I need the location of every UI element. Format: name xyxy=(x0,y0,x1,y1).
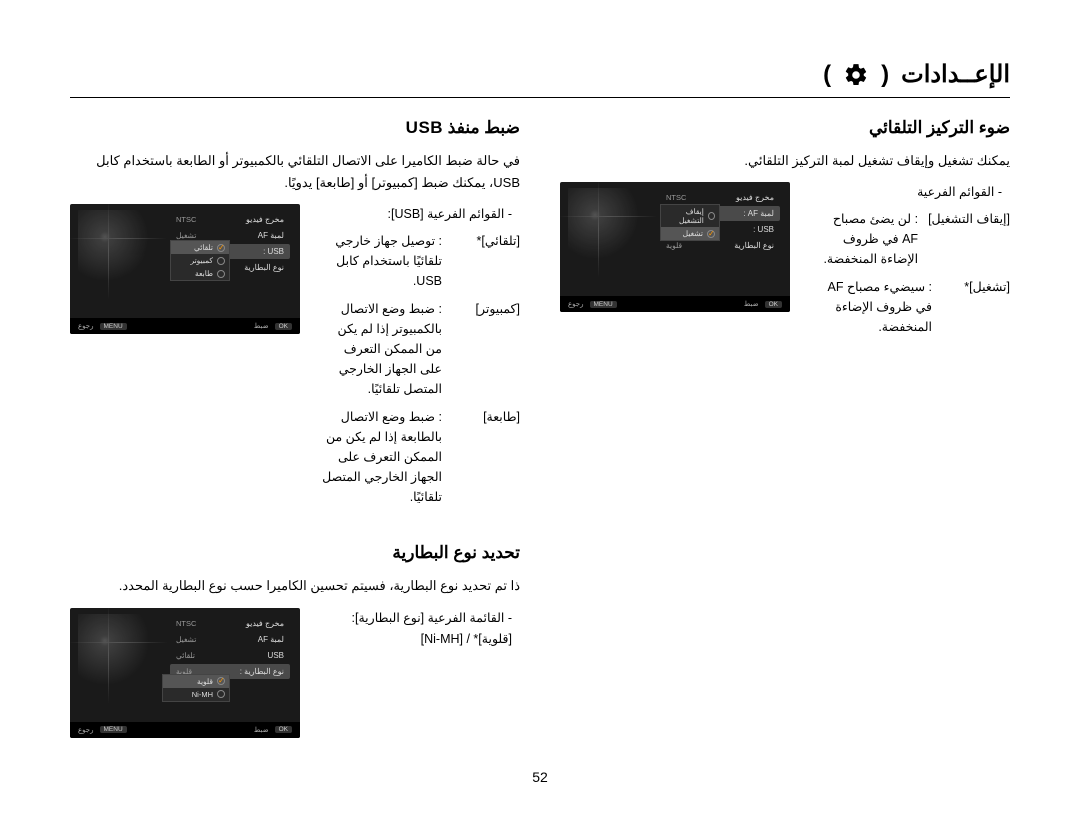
submenus-label: - القوائم الفرعية [USB]: xyxy=(320,204,512,225)
option-desc: : ضبط وضع الاتصال بالكمبيوتر إذا لم يكن … xyxy=(320,299,442,399)
submenu-item: إيقاف التشغيل xyxy=(661,205,719,227)
option-label: [تلقائي]* xyxy=(452,231,520,291)
left-column: ضبط منفذ USB في حالة ضبط الكاميرا على ال… xyxy=(70,118,520,766)
menu-item: مخرج فيديوNTSC xyxy=(170,212,290,227)
option-desc: : ضبط وضع الاتصال بالطابعة إذا لم يكن من… xyxy=(320,407,442,507)
sparkle-icon xyxy=(568,188,658,278)
camera-screenshot-af: مخرج فيديوNTSC لمبة AF :تشغيل USB :تلقائ… xyxy=(560,182,790,312)
page-number: 52 xyxy=(0,769,1080,785)
battery-section: تحديد نوع البطارية ذا تم تحديد نوع البطا… xyxy=(70,543,520,737)
submenu-item: كمبيوتر xyxy=(171,254,229,267)
option-row: [إيقاف التشغيل] : لن يضئ مصباح AF في ظرو… xyxy=(810,209,1010,269)
section-intro: يمكنك تشغيل وإيقاف تشغيل لمبة التركيز ال… xyxy=(560,150,1010,172)
screenshot-footer: OKضبط MENUرجوع xyxy=(560,296,790,312)
screenshot-footer: OKضبط MENUرجوع xyxy=(70,318,300,334)
camera-screenshot-battery: مخرج فيديوNTSC لمبة AFتشغيل USBتلقائي نو… xyxy=(70,608,300,738)
option-row: [تلقائي]* : توصيل جهاز خارجي تلقائيًا با… xyxy=(320,231,520,291)
section-title: ضبط منفذ USB xyxy=(70,118,520,138)
submenu-item: تشغيل xyxy=(661,227,719,240)
right-column: ضوء التركيز التلقائي يمكنك تشغيل وإيقاف … xyxy=(560,118,1010,766)
submenu-item: طابعة xyxy=(171,267,229,280)
camera-screenshot-usb: مخرج فيديوNTSC لمبة AFتشغيل USB :تلقائي … xyxy=(70,204,300,334)
submenu-item: تلقائي xyxy=(171,241,229,254)
section-intro: ذا تم تحديد نوع البطارية، فسيتم تحسين ال… xyxy=(70,575,520,597)
header-title: الإعــدادات xyxy=(901,60,1010,89)
option-row: [كمبيوتر] : ضبط وضع الاتصال بالكمبيوتر إ… xyxy=(320,299,520,399)
sparkle-icon xyxy=(78,614,168,704)
header-paren: ) xyxy=(823,61,831,89)
option-desc: : توصيل جهاز خارجي تلقائيًا باستخدام كاب… xyxy=(320,231,442,291)
option-desc: : لن يضئ مصباح AF في ظروف الإضاءة المنخف… xyxy=(810,209,918,269)
section-intro: في حالة ضبط الكاميرا على الاتصال التلقائ… xyxy=(70,150,520,194)
af-light-section: ضوء التركيز التلقائي يمكنك تشغيل وإيقاف … xyxy=(560,118,1010,345)
menu-item: مخرج فيديوNTSC xyxy=(170,616,290,631)
header-paren: ( xyxy=(881,61,889,89)
option-row: [تشغيل]* : سيضيء مصباح AF في ظروف الإضاء… xyxy=(810,277,1010,337)
screenshot-footer: OKضبط MENUرجوع xyxy=(70,722,300,738)
submenu-item: قلوية xyxy=(163,675,229,688)
section-title: ضوء التركيز التلقائي xyxy=(560,118,1010,138)
menu-item: مخرج فيديوNTSC xyxy=(660,190,780,205)
menu-item: USBتلقائي xyxy=(170,648,290,663)
gear-icon xyxy=(843,62,869,88)
option-label: [تشغيل]* xyxy=(942,277,1010,337)
submenus-label: - القوائم الفرعية xyxy=(810,182,1002,203)
option-desc: : سيضيء مصباح AF في ظروف الإضاءة المنخفض… xyxy=(810,277,932,337)
page-header: الإعــدادات ( ) xyxy=(70,60,1010,98)
sparkle-icon xyxy=(78,210,168,300)
option-label: [إيقاف التشغيل] xyxy=(928,209,1010,269)
submenus-label: - القائمة الفرعية [نوع البطارية]: [قلوية… xyxy=(320,608,512,651)
usb-section: ضبط منفذ USB في حالة ضبط الكاميرا على ال… xyxy=(70,118,520,515)
option-label: [كمبيوتر] xyxy=(452,299,520,399)
menu-item: لمبة AFتشغيل xyxy=(170,632,290,647)
option-label: [طابعة] xyxy=(452,407,520,507)
option-row: [طابعة] : ضبط وضع الاتصال بالطابعة إذا ل… xyxy=(320,407,520,507)
submenu-item: Ni-MH xyxy=(163,688,229,701)
section-title: تحديد نوع البطارية xyxy=(70,543,520,563)
